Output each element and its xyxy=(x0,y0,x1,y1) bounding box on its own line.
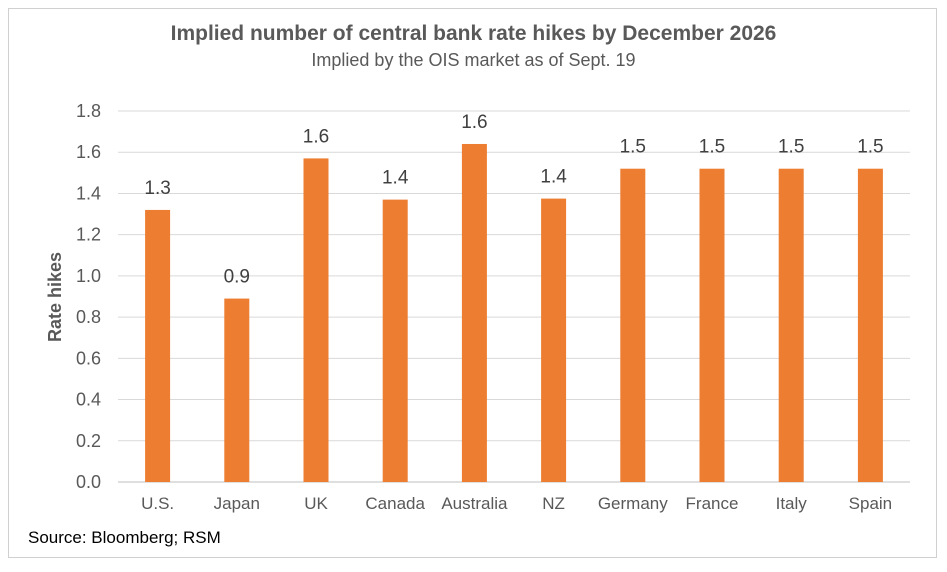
data-label: 1.3 xyxy=(144,178,170,199)
bar xyxy=(461,143,487,482)
bar xyxy=(224,298,250,482)
y-tick-label: 1.0 xyxy=(76,266,101,286)
y-tick-labels: 0.0 0.2 0.4 0.6 0.8 1.0 1.2 1.4 1.6 1.8 xyxy=(76,101,101,492)
x-tick-label: France xyxy=(686,494,739,513)
y-tick-label: 0.6 xyxy=(76,348,101,368)
data-labels: 1.3 0.9 1.6 1.4 1.6 1.4 1.5 1.5 1.5 1.5 xyxy=(144,112,883,288)
x-tick-label: Spain xyxy=(849,494,892,513)
x-tick-label: U.S. xyxy=(141,494,174,513)
data-label: 1.6 xyxy=(303,126,329,147)
data-label: 0.9 xyxy=(224,267,250,288)
bar xyxy=(145,209,171,482)
data-label: 1.4 xyxy=(382,168,409,189)
bar xyxy=(303,158,329,482)
bar xyxy=(382,199,408,482)
data-label: 1.5 xyxy=(699,137,725,158)
bar xyxy=(857,168,883,482)
x-tick-label: Germany xyxy=(598,494,668,513)
y-tick-label: 1.6 xyxy=(76,142,101,162)
gridlines xyxy=(118,110,910,483)
x-tick-label: Japan xyxy=(214,494,260,513)
y-tick-label: 1.4 xyxy=(76,183,101,203)
y-tick-label: 1.2 xyxy=(76,225,101,245)
data-label: 1.5 xyxy=(778,137,804,158)
chart-title: Implied number of central bank rate hike… xyxy=(170,22,777,45)
source-note: Source: Bloomberg; RSM xyxy=(28,528,221,547)
y-tick-label: 0.0 xyxy=(76,472,101,492)
bars xyxy=(145,143,883,482)
bar xyxy=(778,168,804,482)
chart-subtitle: Implied by the OIS market as of Sept. 19 xyxy=(311,50,636,70)
y-tick-label: 0.2 xyxy=(76,431,101,451)
y-tick-label: 1.8 xyxy=(76,101,101,121)
bar xyxy=(541,198,567,482)
data-label: 1.5 xyxy=(857,137,883,158)
x-tick-label: Canada xyxy=(365,494,425,513)
data-label: 1.5 xyxy=(620,137,646,158)
data-label: 1.4 xyxy=(540,167,567,188)
data-label: 1.6 xyxy=(461,112,487,133)
y-tick-label: 0.4 xyxy=(76,390,101,410)
y-axis-label: Rate hikes xyxy=(45,252,65,342)
x-tick-label: Italy xyxy=(776,494,808,513)
bar xyxy=(620,168,646,482)
x-tick-labels: U.S. Japan UK Canada Australia NZ Germany Franc… xyxy=(141,494,892,513)
x-tick-label: UK xyxy=(304,494,328,513)
y-tick-label: 0.8 xyxy=(76,307,101,327)
bar xyxy=(699,168,725,482)
x-tick-label: Australia xyxy=(441,494,508,513)
x-tick-label: NZ xyxy=(542,494,565,513)
